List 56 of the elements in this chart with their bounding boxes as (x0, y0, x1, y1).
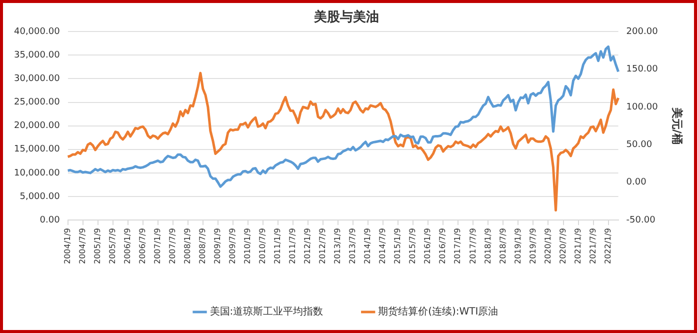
y2-tick-label: 50.00 (626, 140, 652, 150)
x-tick-label: 2018/1/9 (483, 228, 492, 264)
x-tick-label: 2012/1/9 (303, 228, 312, 264)
y-tick-label: 40,000.00 (14, 26, 60, 37)
x-tick-label: 2005/7/9 (108, 228, 117, 264)
y2-tick-label: 200.00 (626, 26, 658, 37)
x-tick-label: 2007/1/9 (152, 228, 162, 264)
x-tick-label: 2006/1/9 (122, 228, 132, 264)
y-tick-label: 10,000.00 (14, 168, 60, 178)
x-tick-label: 2017/1/9 (453, 228, 462, 264)
x-tick-label: 2015/1/9 (393, 228, 402, 264)
x-tick-label: 2014/7/9 (378, 228, 388, 264)
x-tick-label: 2012/7/9 (318, 228, 328, 264)
x-tick-label: 2021/7/9 (588, 228, 598, 264)
y-tick-label: 15,000.00 (14, 144, 60, 155)
x-tick-label: 2013/7/9 (348, 228, 358, 264)
x-tick-label: 2006/7/9 (138, 228, 147, 264)
y-tick-label: 5,000.00 (20, 192, 60, 202)
x-tick-label: 2019/1/9 (513, 228, 522, 264)
y-tick-label: 25,000.00 (14, 98, 60, 108)
legend-label: 美国:道琼斯工业平均指数 (210, 306, 324, 318)
x-tick-label: 2004/7/9 (78, 228, 87, 264)
x-tick-label: 2011/1/9 (273, 228, 282, 264)
y2-tick-label: 150.00 (626, 64, 658, 75)
x-tick-label: 2010/1/9 (243, 228, 252, 264)
x-tick-label: 2013/1/9 (333, 228, 342, 264)
x-tick-label: 2009/7/9 (228, 228, 238, 264)
y2-tick-label: 100.00 (626, 102, 658, 112)
x-tick-label: 2009/1/9 (213, 228, 222, 264)
x-tick-label: 2020/7/9 (558, 228, 568, 264)
x-tick-label: 2017/7/9 (468, 228, 478, 264)
x-tick-label: 2007/7/9 (168, 228, 177, 264)
chart-title: 美股与美油 (313, 9, 379, 26)
x-tick-label: 2020/1/9 (543, 228, 552, 264)
x-tick-label: 2010/7/9 (258, 228, 268, 264)
x-tick-label: 2011/7/9 (288, 228, 298, 264)
y-tick-label: 35,000.00 (14, 50, 60, 61)
x-tick-label: 2019/7/9 (528, 228, 538, 264)
y-tick-label: 0.00 (40, 215, 60, 226)
y-tick-label: 20,000.00 (14, 121, 60, 132)
x-tick-label: 2008/1/9 (182, 228, 192, 264)
x-tick-label: 2004/1/9 (62, 228, 72, 264)
x-tick-label: 2008/7/9 (198, 228, 208, 264)
y-tick-label: 30,000.00 (14, 74, 60, 84)
x-tick-label: 2014/1/9 (363, 228, 372, 264)
x-tick-label: 2005/1/9 (92, 228, 102, 264)
x-tick-label: 2018/7/9 (498, 228, 508, 264)
y2-tick-label: 0.00 (626, 178, 647, 188)
y2-axis-title: 美元/桶 (670, 106, 684, 144)
x-tick-label: 2015/7/9 (408, 228, 418, 264)
legend-label: 期货结算价(连续):WTI原油 (378, 306, 498, 318)
x-tick-label: 2021/1/9 (573, 228, 582, 264)
x-tick-label: 2016/7/9 (438, 228, 448, 264)
x-tick-label: 2016/1/9 (423, 228, 432, 264)
y2-tick-label: -50.00 (626, 215, 656, 226)
x-tick-label: 2022/1/9 (603, 228, 612, 264)
